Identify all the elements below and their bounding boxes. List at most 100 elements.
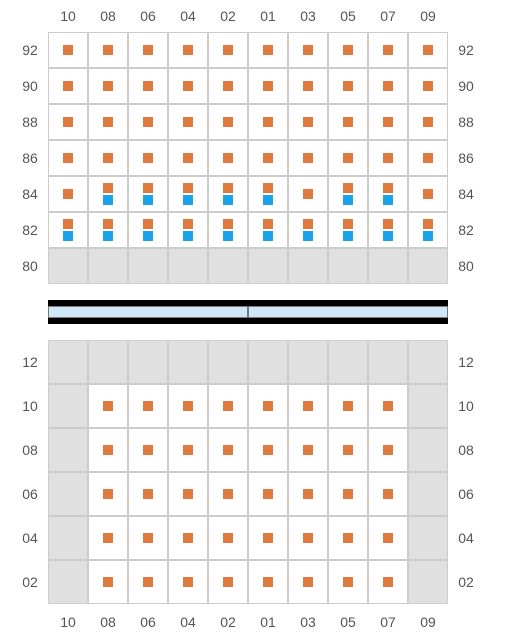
top-cell[interactable]: [328, 248, 368, 284]
seat-marker[interactable]: [223, 577, 233, 587]
seat-marker[interactable]: [63, 231, 73, 241]
bottom-cell[interactable]: [408, 428, 448, 472]
seat-marker[interactable]: [223, 195, 233, 205]
seat-marker[interactable]: [183, 489, 193, 499]
bottom-cell[interactable]: [408, 560, 448, 604]
top-cell[interactable]: [88, 212, 128, 248]
seat-marker[interactable]: [183, 231, 193, 241]
seat-marker[interactable]: [263, 577, 273, 587]
seat-marker[interactable]: [303, 45, 313, 55]
top-cell[interactable]: [48, 212, 88, 248]
seat-marker[interactable]: [183, 445, 193, 455]
seat-marker[interactable]: [103, 219, 113, 229]
seat-marker[interactable]: [303, 489, 313, 499]
seat-marker[interactable]: [343, 195, 353, 205]
bottom-cell[interactable]: [48, 384, 88, 428]
seat-marker[interactable]: [143, 401, 153, 411]
seat-marker[interactable]: [223, 81, 233, 91]
seat-marker[interactable]: [263, 445, 273, 455]
seat-marker[interactable]: [303, 117, 313, 127]
seat-marker[interactable]: [383, 195, 393, 205]
seat-marker[interactable]: [423, 117, 433, 127]
seat-marker[interactable]: [223, 219, 233, 229]
seat-marker[interactable]: [263, 45, 273, 55]
seat-marker[interactable]: [103, 401, 113, 411]
seat-marker[interactable]: [423, 231, 433, 241]
top-cell[interactable]: [328, 176, 368, 212]
seat-marker[interactable]: [223, 489, 233, 499]
seat-marker[interactable]: [263, 153, 273, 163]
seat-marker[interactable]: [223, 45, 233, 55]
seat-marker[interactable]: [263, 489, 273, 499]
top-cell[interactable]: [48, 248, 88, 284]
seat-marker[interactable]: [183, 533, 193, 543]
seat-marker[interactable]: [303, 577, 313, 587]
bottom-cell[interactable]: [128, 340, 168, 384]
bottom-cell[interactable]: [48, 428, 88, 472]
seat-marker[interactable]: [383, 219, 393, 229]
seat-marker[interactable]: [223, 153, 233, 163]
seat-marker[interactable]: [223, 533, 233, 543]
seat-marker[interactable]: [143, 445, 153, 455]
seat-marker[interactable]: [223, 183, 233, 193]
seat-marker[interactable]: [103, 445, 113, 455]
seat-marker[interactable]: [303, 533, 313, 543]
seat-marker[interactable]: [303, 219, 313, 229]
seat-marker[interactable]: [143, 219, 153, 229]
seat-marker[interactable]: [223, 445, 233, 455]
top-cell[interactable]: [288, 248, 328, 284]
seat-marker[interactable]: [383, 533, 393, 543]
bottom-cell[interactable]: [48, 472, 88, 516]
top-cell[interactable]: [248, 212, 288, 248]
seat-marker[interactable]: [383, 577, 393, 587]
seat-marker[interactable]: [383, 231, 393, 241]
seat-marker[interactable]: [183, 219, 193, 229]
seat-marker[interactable]: [103, 183, 113, 193]
seat-marker[interactable]: [263, 195, 273, 205]
top-cell[interactable]: [88, 248, 128, 284]
bottom-cell[interactable]: [288, 340, 328, 384]
top-cell[interactable]: [168, 176, 208, 212]
seat-marker[interactable]: [63, 153, 73, 163]
seat-marker[interactable]: [343, 117, 353, 127]
bottom-cell[interactable]: [48, 340, 88, 384]
seat-marker[interactable]: [143, 117, 153, 127]
seat-marker[interactable]: [423, 189, 433, 199]
seat-marker[interactable]: [263, 231, 273, 241]
seat-marker[interactable]: [423, 45, 433, 55]
seat-marker[interactable]: [303, 401, 313, 411]
seat-marker[interactable]: [183, 81, 193, 91]
bottom-cell[interactable]: [168, 340, 208, 384]
seat-marker[interactable]: [183, 45, 193, 55]
seat-marker[interactable]: [303, 231, 313, 241]
seat-marker[interactable]: [63, 189, 73, 199]
bottom-cell[interactable]: [408, 384, 448, 428]
seat-marker[interactable]: [103, 489, 113, 499]
top-cell[interactable]: [408, 248, 448, 284]
top-cell[interactable]: [368, 212, 408, 248]
seat-marker[interactable]: [63, 117, 73, 127]
bottom-cell[interactable]: [88, 340, 128, 384]
seat-marker[interactable]: [343, 533, 353, 543]
top-cell[interactable]: [128, 212, 168, 248]
bottom-cell[interactable]: [408, 340, 448, 384]
seat-marker[interactable]: [383, 45, 393, 55]
seat-marker[interactable]: [103, 533, 113, 543]
bottom-cell[interactable]: [408, 516, 448, 560]
seat-marker[interactable]: [423, 81, 433, 91]
seat-marker[interactable]: [143, 577, 153, 587]
seat-marker[interactable]: [343, 401, 353, 411]
bottom-cell[interactable]: [248, 340, 288, 384]
seat-marker[interactable]: [423, 153, 433, 163]
top-cell[interactable]: [248, 248, 288, 284]
seat-marker[interactable]: [183, 153, 193, 163]
seat-marker[interactable]: [303, 153, 313, 163]
seat-marker[interactable]: [103, 117, 113, 127]
seat-marker[interactable]: [103, 81, 113, 91]
seat-marker[interactable]: [143, 195, 153, 205]
seat-marker[interactable]: [263, 219, 273, 229]
seat-marker[interactable]: [343, 445, 353, 455]
seat-marker[interactable]: [343, 153, 353, 163]
seat-marker[interactable]: [343, 219, 353, 229]
bottom-cell[interactable]: [48, 560, 88, 604]
